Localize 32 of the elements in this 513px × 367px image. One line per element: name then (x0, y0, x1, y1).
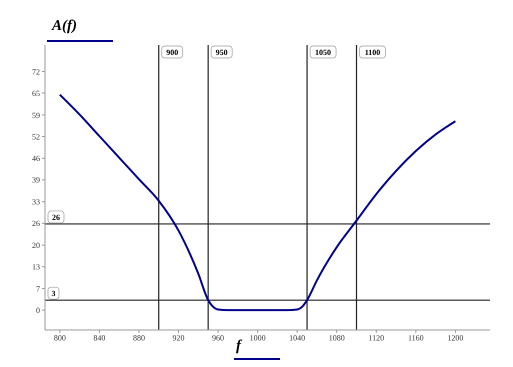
y-tick-label: 7 (36, 284, 40, 294)
line-series (58, 94, 456, 312)
y-tick-label: 72 (32, 67, 40, 76)
ref-line-label: 1050 (315, 48, 332, 57)
y-tick-label: 33 (32, 198, 40, 207)
y-axis-title: A(f) (52, 18, 77, 35)
y-tick-label: 13 (32, 262, 40, 272)
x-tick-label: 1080 (328, 334, 345, 343)
y-tick-label: 20 (32, 241, 40, 250)
y-tick-label: 26 (32, 219, 40, 228)
x-tick-label: 800 (54, 334, 66, 343)
x-tick-label: 1040 (289, 334, 306, 343)
ref-line-label: 900 (166, 48, 178, 57)
x-axis-title: f (236, 338, 241, 355)
y-tick-label: 39 (32, 176, 40, 185)
x-tick-label: 1160 (408, 334, 424, 343)
x-tick-label: 1200 (447, 334, 464, 343)
y-tick-label: 46 (32, 154, 40, 164)
x-tick-label: 1120 (368, 334, 384, 343)
ref-line-label: 26 (52, 212, 60, 222)
x-tick-label: 960 (212, 334, 224, 343)
x-tick-label: 880 (132, 334, 145, 343)
x-tick-label: 920 (172, 334, 184, 343)
y-tick-label: 0 (36, 306, 40, 315)
x-tick-label: 1000 (250, 334, 266, 343)
ref-line-label: 3 (52, 289, 56, 298)
x-tick-label: 840 (93, 334, 106, 343)
ref-line-label: 1100 (364, 48, 380, 57)
y-tick-label: 59 (32, 110, 40, 120)
y-tick-label: 65 (32, 88, 40, 98)
ref-line-label: 950 (216, 48, 228, 57)
y-tick-label: 52 (32, 132, 40, 142)
